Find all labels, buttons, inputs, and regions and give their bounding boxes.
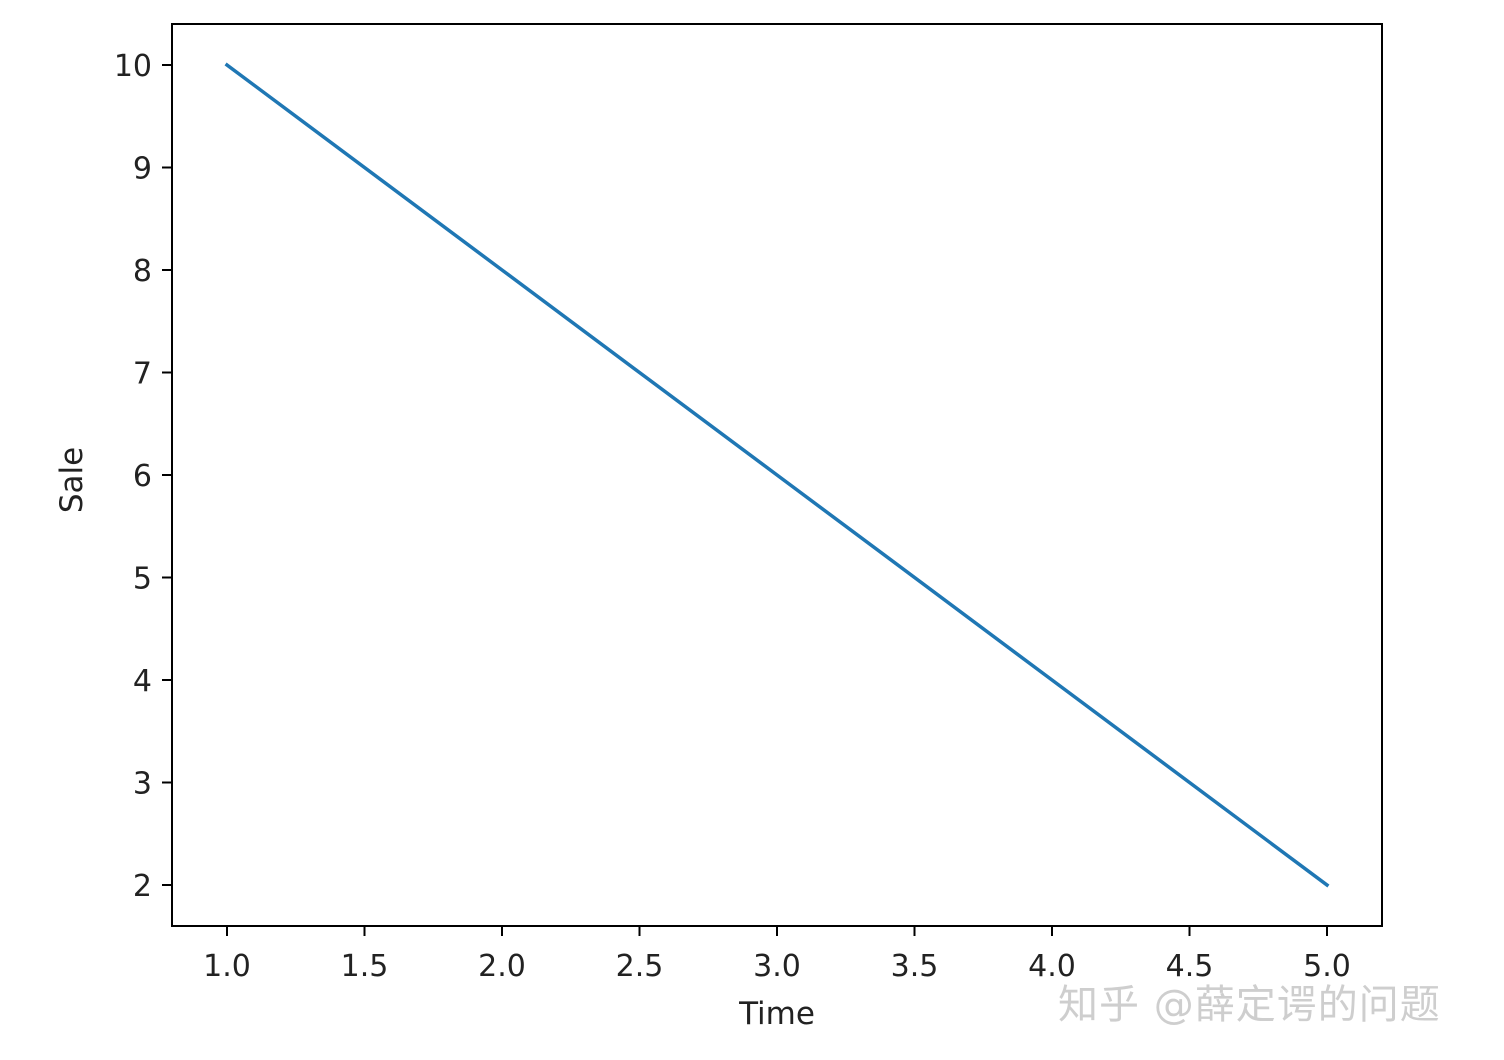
y-axis-label: Sale xyxy=(54,447,90,513)
x-axis-ticks: 1.0 1.5 2.0 2.5 3.0 3.5 4.0 4.5 5.0 xyxy=(203,926,1351,984)
x-tick-label: 3.0 xyxy=(753,949,801,984)
y-tick-label: 4 xyxy=(133,664,152,699)
x-tick-label: 4.5 xyxy=(1166,949,1214,984)
x-tick-label: 1.5 xyxy=(341,949,389,984)
x-tick-label: 5.0 xyxy=(1303,949,1351,984)
x-tick-label: 3.5 xyxy=(891,949,939,984)
y-tick-label: 5 xyxy=(133,562,152,597)
x-tick-label: 4.0 xyxy=(1028,949,1076,984)
y-tick-label: 10 xyxy=(114,49,152,84)
series-line-0 xyxy=(224,62,1330,888)
x-tick-label: 2.5 xyxy=(616,949,664,984)
y-tick-label: 3 xyxy=(133,767,152,802)
series-layer xyxy=(224,62,1330,888)
y-tick-label: 7 xyxy=(133,357,152,392)
y-axis-ticks: 2 3 4 5 6 7 8 9 10 xyxy=(114,49,172,904)
watermark: 知乎 @薛定谔的问题 xyxy=(1058,982,1441,1028)
plot-frame xyxy=(171,23,1383,927)
x-tick-label: 1.0 xyxy=(203,949,251,984)
x-axis-label: Time xyxy=(738,996,815,1032)
y-tick-label: 2 xyxy=(133,869,152,904)
y-tick-label: 8 xyxy=(133,254,152,289)
y-tick-label: 9 xyxy=(133,152,152,187)
y-tick-label: 6 xyxy=(133,459,152,494)
x-tick-label: 2.0 xyxy=(478,949,526,984)
